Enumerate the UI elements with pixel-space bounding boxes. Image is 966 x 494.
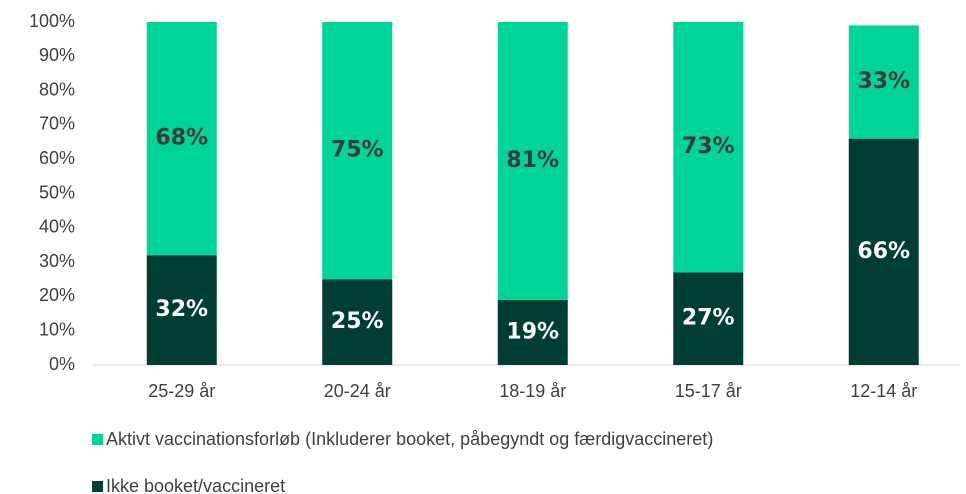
value-label: 66% [857,239,910,264]
bar-segment [322,22,393,280]
y-tick-label: 90% [39,45,75,65]
value-label: 19% [506,319,559,344]
y-tick-label: 0% [49,354,75,374]
legend-swatch [92,434,103,445]
value-label: 81% [506,148,559,173]
y-tick-label: 20% [39,285,75,305]
value-label: 32% [155,297,208,322]
bar-segment [146,22,217,256]
value-label: 68% [155,126,208,151]
bar-segment [322,279,393,365]
value-label: 75% [331,138,384,163]
bar-segment [848,25,919,139]
y-tick-label: 30% [39,251,75,271]
y-tick-label: 100% [29,11,75,31]
y-tick-label: 40% [39,217,75,237]
legend-label: Ikke booket/vaccineret [106,476,285,494]
value-label: 27% [682,306,735,331]
legend-swatch [92,481,103,492]
y-tick-label: 60% [39,148,75,168]
bar-segment [497,22,568,300]
legend-label: Aktivt vaccinationsforløb (Inkluderer bo… [106,429,713,449]
bar-segment [497,299,568,365]
value-label: 25% [331,309,384,334]
bar-segment [146,255,217,365]
y-tick-label: 10% [39,319,75,339]
y-tick-label: 80% [39,79,75,99]
x-tick-label: 18-19 år [499,381,566,401]
value-label: 33% [857,69,910,94]
bar-segment [673,22,744,273]
x-tick-label: 25-29 år [148,381,215,401]
value-label: 73% [682,134,735,159]
bar-segment [848,138,919,365]
y-tick-label: 50% [39,182,75,202]
bar-segment [673,272,744,365]
x-tick-label: 12-14 år [850,381,917,401]
x-tick-label: 15-17 år [675,381,742,401]
y-tick-label: 70% [39,114,75,134]
x-tick-label: 20-24 år [324,381,391,401]
